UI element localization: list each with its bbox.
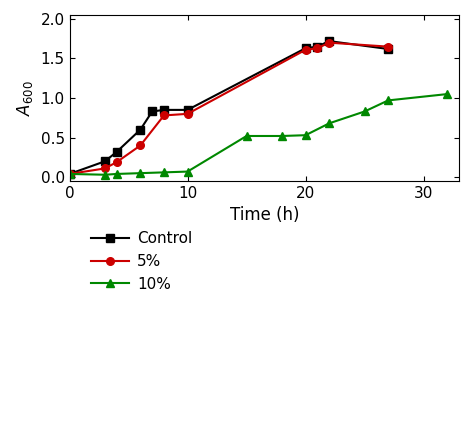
10% [326, 121, 332, 126]
10% [244, 133, 249, 138]
5% [102, 166, 108, 171]
Control [303, 46, 309, 51]
10% [114, 171, 119, 177]
Control [161, 107, 167, 113]
Line: 5%: 5% [66, 39, 392, 178]
Control [67, 171, 73, 177]
10% [385, 98, 391, 103]
10% [303, 133, 309, 138]
5% [161, 113, 167, 118]
Control [102, 159, 108, 164]
5% [315, 46, 320, 51]
Line: 10%: 10% [65, 90, 451, 179]
10% [67, 171, 73, 177]
X-axis label: Time (h): Time (h) [229, 206, 299, 225]
5% [385, 44, 391, 49]
Control [185, 107, 191, 113]
10% [279, 133, 285, 138]
Control [326, 39, 332, 44]
5% [303, 47, 309, 53]
10% [102, 172, 108, 177]
Line: Control: Control [66, 37, 392, 178]
Control [385, 46, 391, 52]
Legend: Control, 5%, 10%: Control, 5%, 10% [85, 225, 198, 298]
5% [114, 159, 119, 165]
Control [149, 109, 155, 114]
5% [137, 143, 143, 148]
Control [137, 127, 143, 132]
5% [67, 171, 73, 177]
10% [362, 109, 367, 114]
5% [326, 40, 332, 45]
10% [161, 170, 167, 175]
10% [137, 170, 143, 176]
10% [444, 92, 450, 97]
Control [315, 44, 320, 49]
5% [185, 111, 191, 117]
10% [185, 169, 191, 174]
Y-axis label: $A_{600}$: $A_{600}$ [15, 80, 35, 116]
Control [114, 149, 119, 155]
